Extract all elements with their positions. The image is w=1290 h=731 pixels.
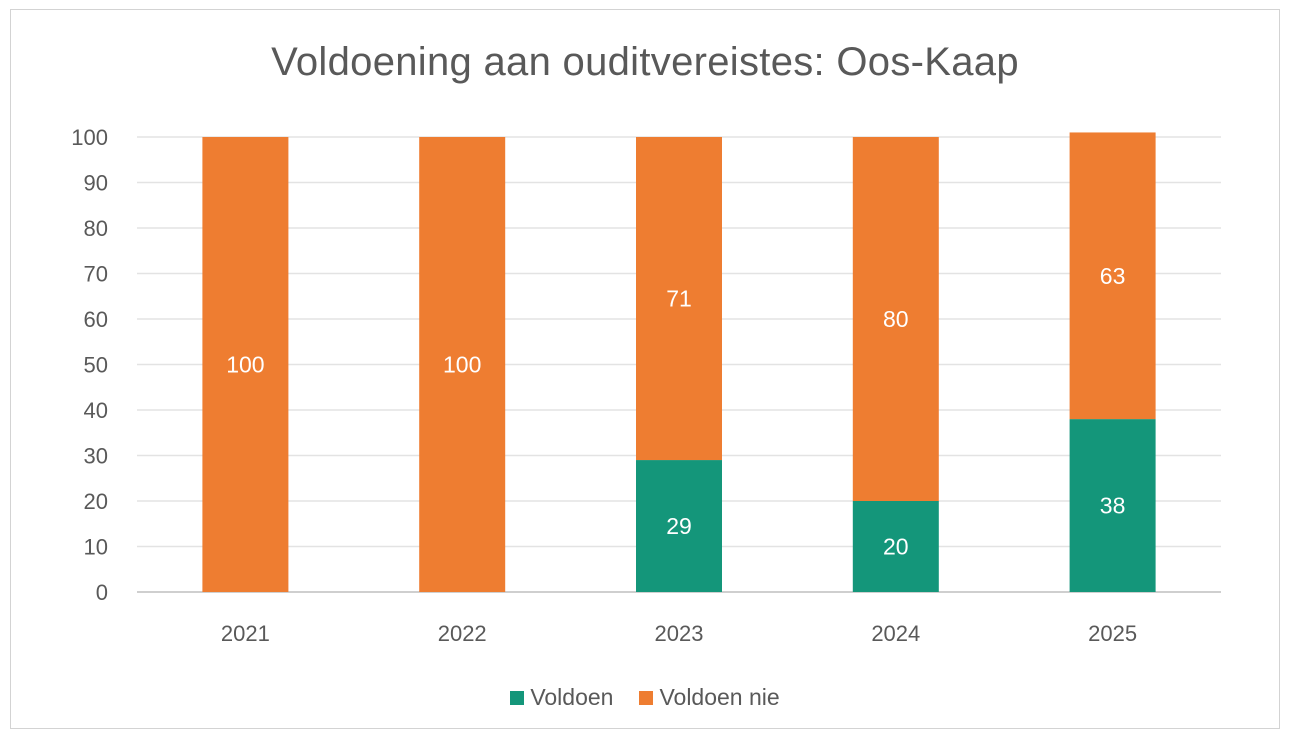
bar-voldoen-nie-2025 [1069,132,1156,420]
bar-voldoen-nie-2022 [419,137,506,592]
x-tick-label: 2023 [655,621,704,646]
bar-voldoen-2025 [1069,419,1156,592]
y-tick-label: 40 [84,398,108,423]
y-tick-label: 60 [84,307,108,332]
chart-legend: Voldoen Voldoen nie [0,684,1290,711]
y-tick-label: 0 [96,580,108,605]
legend-label-voldoen: Voldoen [530,684,614,710]
data-label: 29 [666,513,692,539]
legend-item-voldoen: Voldoen [510,684,613,711]
y-tick-label: 50 [84,353,108,378]
data-label: 63 [1100,263,1126,289]
x-tick-label: 2024 [871,621,920,646]
y-tick-label: 20 [84,489,108,514]
y-tick-label: 90 [84,171,108,196]
bar-voldoen-nie-2024 [852,137,939,501]
y-tick-label: 10 [84,535,108,560]
data-label: 100 [226,352,264,378]
bar-voldoen-nie-2021 [202,137,289,592]
y-tick-label: 100 [71,125,108,150]
data-label: 100 [443,352,481,378]
x-tick-label: 2022 [438,621,487,646]
bar-voldoen-2024 [852,501,939,592]
data-label: 71 [666,286,692,312]
x-tick-label: 2021 [221,621,270,646]
y-tick-label: 80 [84,216,108,241]
legend-swatch-voldoen-nie [639,690,654,705]
data-label: 38 [1100,493,1126,519]
chart-title: Voldoening aan ouditvereistes: Oos-Kaap [271,40,1019,84]
data-label: 80 [883,306,909,332]
y-tick-label: 70 [84,262,108,287]
legend-item-voldoen-nie: Voldoen nie [639,684,780,711]
legend-label-voldoen-nie: Voldoen nie [659,684,780,710]
legend-swatch-voldoen [510,690,525,705]
bar-voldoen-nie-2023 [636,137,722,461]
bar-voldoen-2023 [636,460,722,592]
y-tick-label: 30 [84,444,108,469]
x-tick-label: 2025 [1088,621,1137,646]
data-label: 20 [883,534,909,560]
